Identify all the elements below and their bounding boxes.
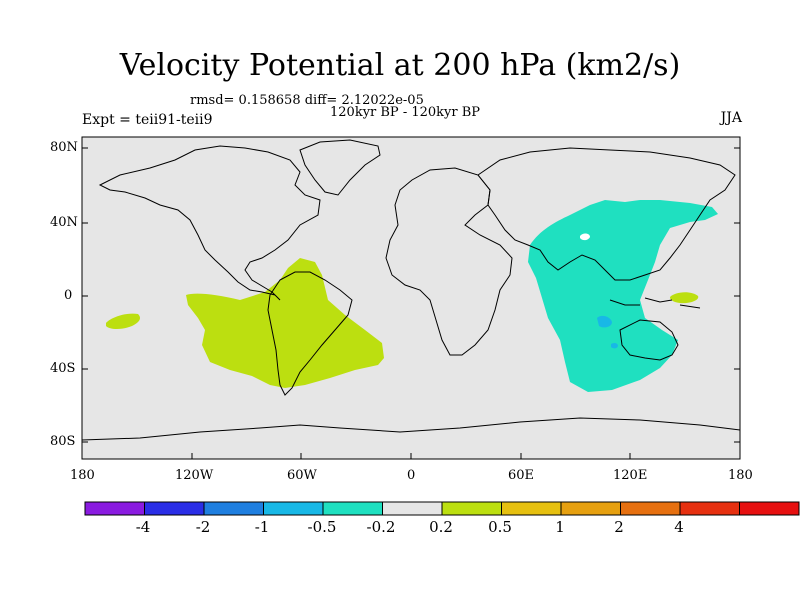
colorbar-box	[84, 501, 145, 516]
colorbar-box	[263, 501, 324, 516]
colorbar-box	[203, 501, 264, 516]
colorbar-box	[739, 501, 800, 516]
colorbar-box	[501, 501, 562, 516]
coastline-south-america	[267, 271, 353, 396]
anomaly-layer	[106, 200, 718, 392]
x-tick-label: 180	[70, 468, 95, 483]
coastline-antarctica	[81, 417, 741, 441]
x-tick-label: 120E	[613, 468, 648, 483]
y-tick-label: 80S	[50, 434, 76, 449]
chart-title: Velocity Potential at 200 hPa (km2/s)	[119, 48, 681, 83]
coastline-indonesia	[609, 297, 701, 309]
anomaly-indian-ocean-small-negative-2	[611, 342, 618, 349]
colorbar-label: 0.2	[429, 518, 453, 536]
coastline-asia	[477, 147, 736, 281]
colorbar-label: 0.5	[488, 518, 512, 536]
colorbar-label: -2	[195, 518, 211, 536]
colorbar-box	[679, 501, 740, 516]
x-tick-label: 120W	[175, 468, 214, 483]
anomaly-asia-hole	[580, 233, 590, 241]
colorbar-label: -4	[135, 518, 151, 536]
colorbar-label: -0.5	[307, 518, 337, 536]
coastline-europe-africa	[385, 167, 513, 356]
y-tick-label: 80N	[50, 140, 78, 155]
colorbar-box	[382, 501, 443, 516]
colorbar	[84, 501, 800, 516]
anomaly-pacific-positive	[106, 313, 140, 329]
colorbar-box	[620, 501, 681, 516]
colorbar-label: -0.2	[366, 518, 396, 536]
coastline-north-america	[98, 145, 321, 301]
coastline-greenland	[299, 139, 381, 196]
anomaly-south-america-positive	[186, 258, 384, 388]
coastlines	[81, 139, 741, 441]
colorbar-label: 2	[614, 518, 624, 536]
colorbar-label: 1	[555, 518, 565, 536]
y-tick-label: 0	[64, 288, 73, 303]
anomaly-asia-indian-ocean-negative	[528, 200, 718, 392]
x-tick-label: 180	[728, 468, 753, 483]
experiment-label: Expt = teii91-teii9	[82, 112, 213, 128]
anomaly-west-pacific-positive	[670, 292, 699, 304]
colorbar-box	[322, 501, 383, 516]
y-tick-label: 40S	[50, 361, 76, 376]
colorbar-label: 4	[674, 518, 684, 536]
x-tick-label: 60E	[508, 468, 535, 483]
colorbar-box	[441, 501, 502, 516]
x-tick-label: 0	[407, 468, 416, 483]
x-tick-marks	[81, 453, 741, 459]
y-tick-label: 40N	[50, 215, 78, 230]
colorbar-box	[560, 501, 621, 516]
colorbar-label: -1	[254, 518, 270, 536]
period-text: 120kyr BP - 120kyr BP	[330, 105, 481, 120]
colorbar-box	[144, 501, 205, 516]
stats-text: rmsd= 0.158658 diff= 2.12022e-05	[190, 93, 424, 108]
anomaly-indian-ocean-small-negative	[597, 315, 612, 328]
y-tick-marks	[82, 147, 740, 443]
season-label: JJA	[720, 110, 742, 126]
map-background	[82, 137, 740, 459]
x-tick-label: 60W	[287, 468, 317, 483]
coastline-australia	[619, 319, 679, 361]
